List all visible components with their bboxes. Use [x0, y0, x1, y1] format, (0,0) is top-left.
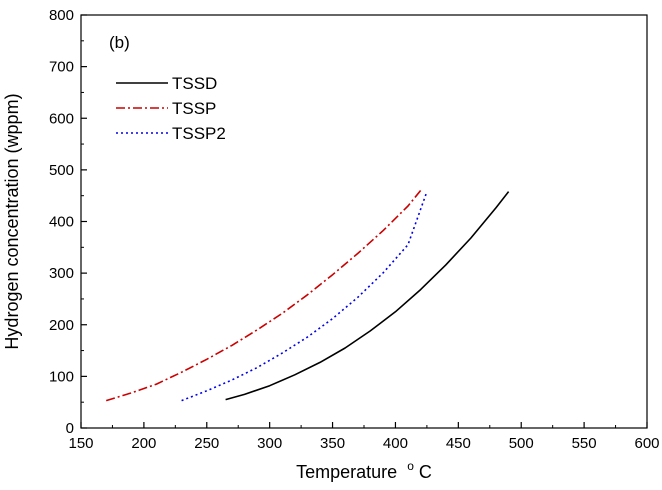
x-tick-label: 250 [194, 435, 219, 452]
y-tick-label: 500 [49, 162, 74, 179]
x-tick-label: 450 [446, 435, 471, 452]
plot-area-frame [80, 14, 648, 429]
x-axis-unit-superscript: o [407, 459, 414, 473]
y-tick-label: 700 [49, 59, 74, 76]
y-tick-label: 100 [49, 368, 74, 385]
legend-label-tssp2: TSSP2 [172, 124, 226, 143]
legend-label-tssd: TSSD [172, 74, 217, 93]
x-tick-label: 150 [68, 435, 93, 452]
legend-label-tssp: TSSP [172, 99, 216, 118]
series-line-tssp [105, 189, 422, 402]
x-axis-unit: C [419, 462, 432, 482]
y-axis-title: Hydrogen concentration (wppm) [2, 93, 22, 349]
y-tick-label: 400 [49, 214, 74, 231]
x-tick-label: 200 [131, 435, 156, 452]
series-layer [105, 189, 510, 402]
x-tick-label: 550 [572, 435, 597, 452]
legend: TSSD TSSP TSSP2 [116, 74, 226, 143]
y-tick-label: 0 [66, 420, 74, 437]
x-tick-label: 600 [634, 435, 659, 452]
x-axis-title-text: Temperature [296, 462, 397, 482]
x-tick-label: 350 [320, 435, 345, 452]
y-tick-label: 200 [49, 317, 74, 334]
x-tick-label: 500 [509, 435, 534, 452]
series-line-tssd [225, 191, 510, 401]
x-tick-label: 300 [257, 435, 282, 452]
ticks-layer: 150 200 250 300 350 400 450 500 550 600 0 100 200 300… [49, 7, 660, 452]
y-tick-label: 800 [49, 7, 74, 24]
y-tick-label: 600 [49, 110, 74, 127]
x-axis-title: Temperature o C [296, 454, 432, 482]
panel-label: (b) [109, 33, 130, 52]
y-tick-label: 300 [49, 265, 74, 282]
x-tick-label: 400 [383, 435, 408, 452]
series-line-tssp2 [181, 191, 428, 402]
